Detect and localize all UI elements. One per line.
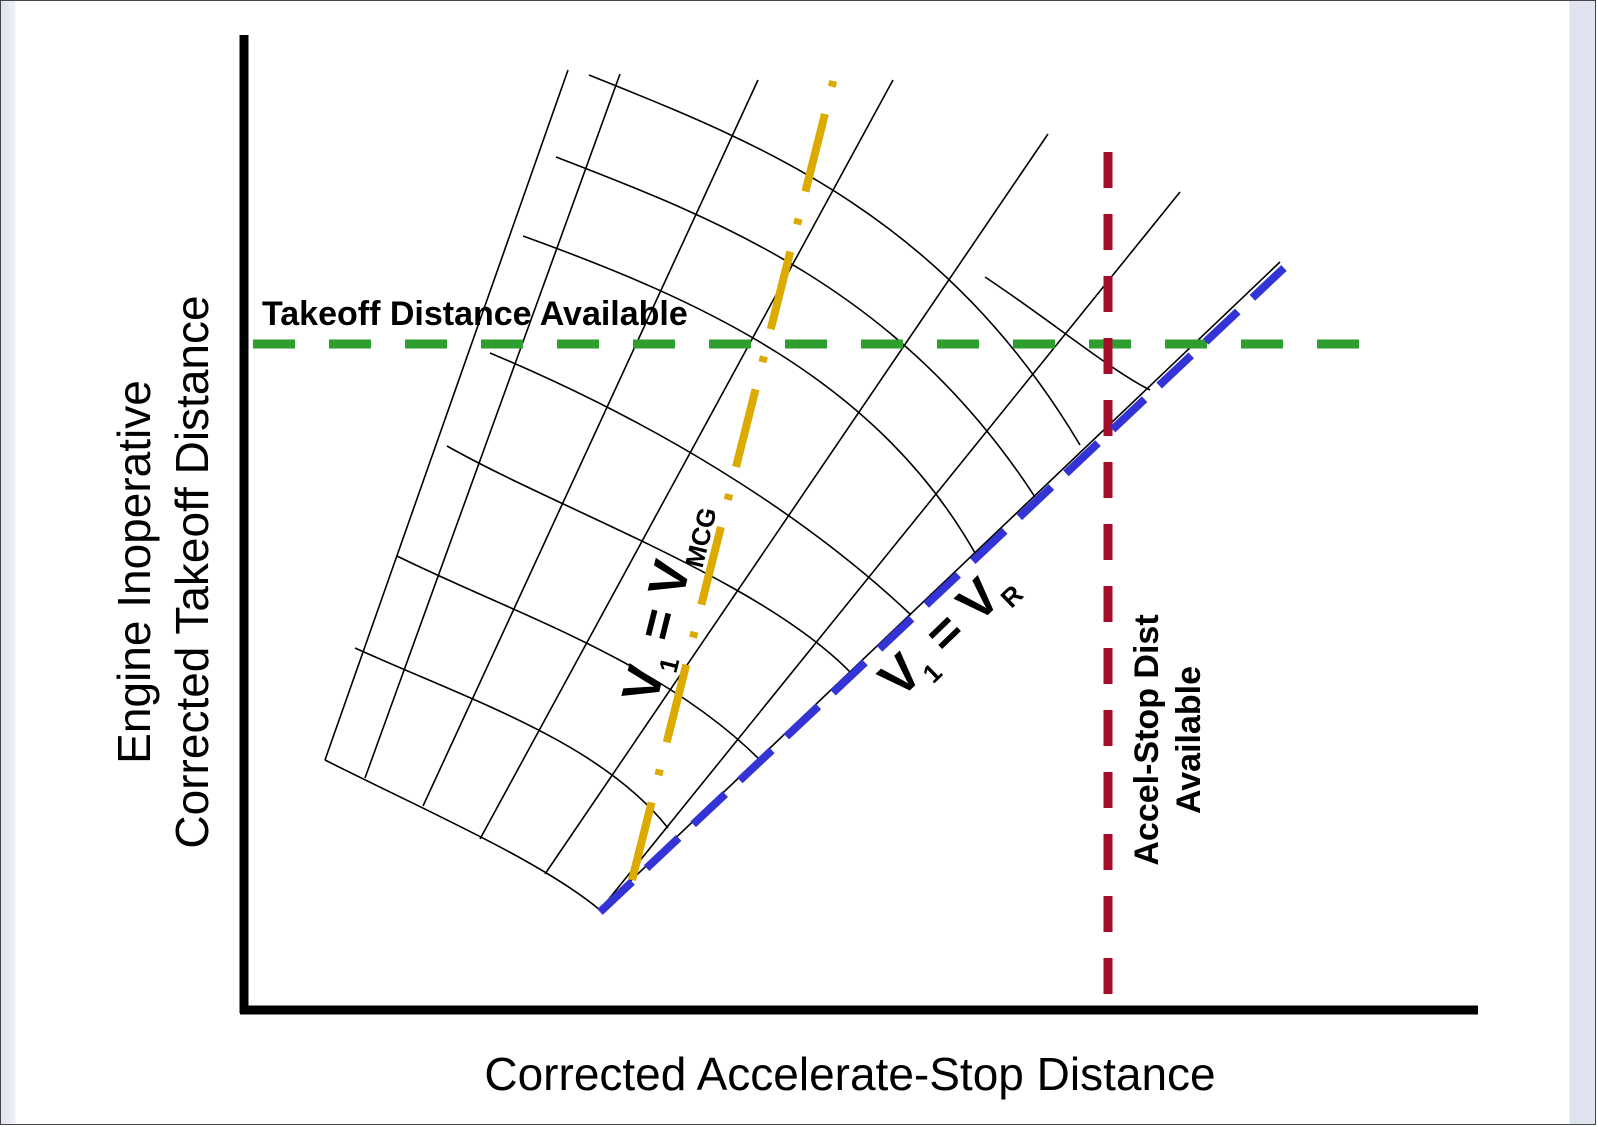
grid-line-steep <box>364 73 621 779</box>
chart-grid <box>324 69 1281 911</box>
grid-line-curve <box>489 352 912 616</box>
grid-line-steep <box>599 191 1181 911</box>
v1-vr-eq: = V <box>903 567 1011 674</box>
grid-line-curve <box>588 74 1081 446</box>
grid-line-steep <box>479 79 894 840</box>
v1-vmcg-one: 1 <box>653 654 686 675</box>
grid-line-curve <box>555 156 1036 498</box>
accel-stop-label-line1: Accel-Stop Dist <box>1128 614 1166 865</box>
grid-line-curve <box>324 759 601 911</box>
v1-vmcg-eq: = V <box>623 555 702 660</box>
grid-line-steep <box>544 133 1049 875</box>
grid-line-curve <box>984 276 1151 391</box>
takeoff-distance-label: Takeoff Distance Available <box>262 295 688 333</box>
x-axis-title: Corrected Accelerate-Stop Distance <box>484 1048 1215 1100</box>
y-axis-title-line1: Engine Inoperative <box>108 380 160 764</box>
accel-stop-label-line2: Available <box>1170 666 1208 814</box>
v1-vr-line <box>597 265 1287 915</box>
y-axis-title-line2: Corrected Takeoff Distance <box>166 295 218 848</box>
grid-line-steep <box>422 79 759 807</box>
grid-line-steep <box>324 69 569 761</box>
v1-vmcg-label: V1 = VMCG <box>611 496 722 709</box>
grid-line-curve <box>446 445 851 673</box>
grid-line-curve <box>354 647 669 829</box>
grid-line-curve <box>396 555 761 761</box>
grid-line-curve <box>522 235 980 561</box>
v1-vmcg-line <box>628 69 840 881</box>
